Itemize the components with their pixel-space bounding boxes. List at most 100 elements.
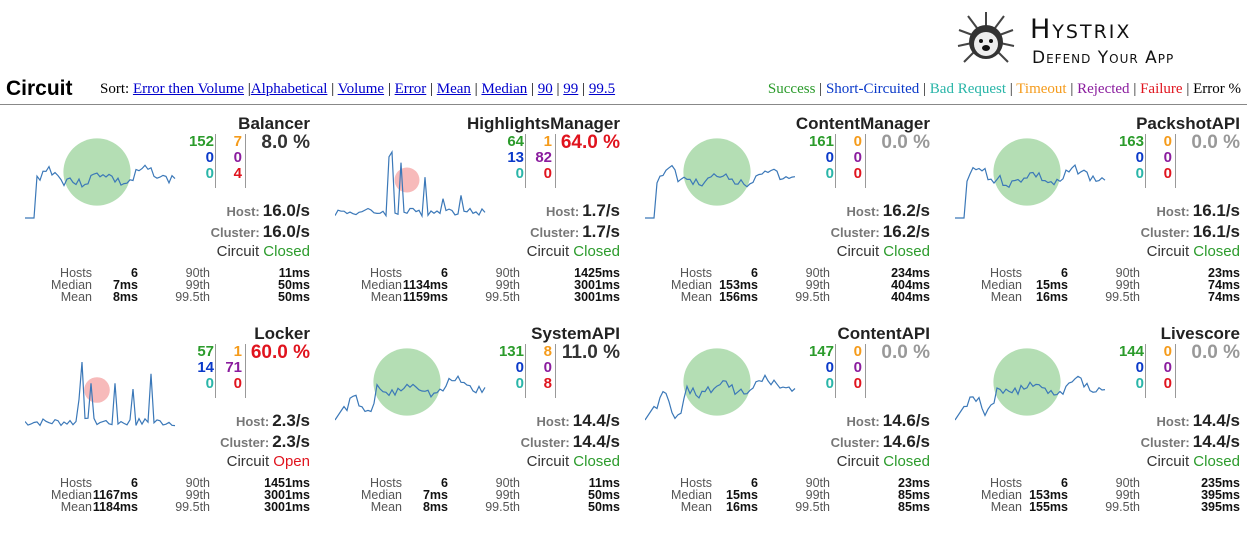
count-timeout: 7 — [233, 133, 242, 150]
cluster-rate: Cluster: 2.3/s — [220, 432, 310, 452]
sort-separator: | — [552, 81, 564, 97]
stat-label-p90: 90th — [1115, 476, 1140, 490]
stat-value-p90: 11ms — [588, 476, 620, 490]
stat-value-p90: 235ms — [1201, 476, 1240, 490]
stat-value-hosts: 6 — [131, 266, 138, 280]
stat-value-hosts: 6 — [441, 266, 448, 280]
health-volume-circle — [394, 167, 420, 193]
circuit-card-packshotapi[interactable]: PackshotAPI 163 0 0 0 0 0 0.0 % Host: 16.1/s Clust… — [955, 112, 1240, 317]
stat-label-p90: 90th — [185, 476, 210, 490]
stat-label-p99: 99th — [185, 278, 210, 292]
cluster-rate: Cluster: 16.0/s — [211, 222, 310, 242]
stat-label-p995: 99.5th — [795, 500, 830, 514]
circuit-state: Closed — [1193, 243, 1240, 260]
error-percentage: 11.0 % — [561, 342, 620, 363]
stat-value-p995: 50ms — [588, 500, 620, 514]
count-divider — [865, 344, 866, 398]
stats-column: Hosts Median Mean — [51, 267, 92, 304]
circuit-name: ContentAPI — [837, 324, 930, 343]
stat-label-hosts: Hosts — [370, 476, 402, 490]
circuit-sparkline — [25, 361, 176, 427]
sort-link-median[interactable]: Median — [481, 81, 528, 97]
circuit-status: Circuit Closed — [527, 243, 620, 260]
host-rate: Host: 2.3/s — [236, 411, 310, 431]
count-failure: 0 — [543, 165, 552, 182]
stat-label-median: Median — [671, 278, 712, 292]
stat-label-median: Median — [51, 278, 92, 292]
sort-link-mean[interactable]: Mean — [436, 81, 471, 97]
sort-link-error[interactable]: Error — [394, 81, 427, 97]
count-divider — [245, 134, 246, 188]
circuit-sparkline — [955, 348, 1106, 421]
stats-column: 1425ms 3001ms 3001ms — [574, 267, 620, 304]
sort-link-99-5[interactable]: 99.5 — [588, 81, 616, 97]
legend-separator: | — [815, 81, 826, 97]
host-rate: Host: 16.1/s — [1157, 201, 1240, 221]
stat-value-hosts: 6 — [751, 266, 758, 280]
count-bad: 0 — [1135, 165, 1144, 182]
legend-success: Success — [767, 81, 816, 97]
sort-separator: | — [470, 81, 482, 97]
count-short: 0 — [205, 149, 214, 166]
circuit-card-highlightsmanager[interactable]: HighlightsManager 64 13 0 1 82 0 64.0 % Host: 1.7… — [335, 112, 620, 317]
count-timeout: 0 — [1163, 133, 1172, 150]
circuit-card-locker[interactable]: Locker 57 14 0 1 71 0 60.0 % Host: 2.3/s Cluster: 2… — [25, 322, 310, 527]
stats-column: 6 7ms 8ms — [113, 266, 138, 304]
circuit-label: Circuit — [526, 453, 574, 470]
stat-label-p90: 90th — [495, 476, 520, 490]
count-bad: 0 — [825, 165, 834, 182]
host-label: Host: — [846, 414, 880, 429]
stat-label-p90: 90th — [805, 476, 830, 490]
page-title: Circuit — [6, 77, 73, 100]
count-short: 0 — [825, 359, 834, 376]
stats-column: 6 1167ms 1184ms — [93, 477, 138, 514]
count-success: 163 — [1118, 133, 1144, 150]
stat-label-p995: 99.5th — [175, 290, 210, 304]
stats-column: 6 15ms 16ms — [726, 476, 758, 514]
count-divider — [215, 344, 216, 398]
circuit-state: Closed — [1193, 453, 1240, 470]
stat-value-hosts: 6 — [751, 476, 758, 490]
counts-col-left: 163 0 0 — [1119, 134, 1144, 182]
circuit-card-balancer[interactable]: Balancer 152 0 0 7 0 4 8.0 % Host: 16.0/s Cluster:… — [25, 112, 310, 317]
sort-separator: | — [527, 81, 538, 97]
count-rejected: 71 — [225, 359, 242, 376]
legend-timeout: Timeout — [1016, 81, 1067, 97]
stat-value-mean: 16ms — [1036, 290, 1068, 304]
stat-label-p995: 99.5th — [485, 500, 520, 514]
circuit-card-contentmanager[interactable]: ContentManager 161 0 0 0 0 0 0.0 % Host: 16.2/s Cl… — [645, 112, 930, 317]
sort-link-99[interactable]: 99 — [563, 81, 579, 97]
circuit-card-livescore[interactable]: Livescore 144 0 0 0 0 0 0.0 % Host: 14.4/s Cluster… — [955, 322, 1240, 527]
stat-value-mean: 8ms — [422, 500, 448, 514]
count-divider — [835, 344, 836, 398]
circuit-card-contentapi[interactable]: ContentAPI 147 0 0 0 0 0 0.0 % Host: 14.6/s Cluste… — [645, 322, 930, 527]
host-rate-value: 16.2/s — [882, 201, 930, 220]
sort-link-volume[interactable]: Volume — [337, 81, 385, 97]
circuit-card-systemapi[interactable]: SystemAPI 131 0 0 8 0 8 11.0 % Host: 14.4/s Cluste… — [335, 322, 620, 527]
count-rejected: 0 — [1163, 359, 1172, 376]
stat-label-median: Median — [361, 488, 402, 502]
sort-link-90[interactable]: 90 — [537, 81, 553, 97]
circuit-status: Circuit Closed — [837, 453, 930, 470]
stat-value-median: 153ms — [719, 278, 758, 292]
circuit-status: Circuit Closed — [217, 243, 310, 260]
circuit-name: Balancer — [238, 114, 310, 133]
error-percentage: 64.0 % — [560, 132, 620, 153]
stat-value-p995: 74ms — [1208, 290, 1240, 304]
cluster-rate: Cluster: 14.4/s — [1141, 432, 1240, 452]
host-rate-value: 2.3/s — [272, 411, 310, 430]
stat-label-median: Median — [361, 278, 402, 292]
stats-column: 90th 99th 99.5th — [485, 267, 520, 304]
sort-label: Sort: — [100, 81, 133, 97]
sort-link-alphabetical[interactable]: Alphabetical — [250, 81, 328, 97]
stat-value-p995: 50ms — [278, 290, 310, 304]
header-divider — [0, 104, 1247, 105]
circuit-state: Closed — [883, 453, 930, 470]
error-percentage: 0.0 % — [881, 132, 930, 153]
stat-label-p99: 99th — [805, 278, 830, 292]
count-timeout: 0 — [853, 133, 862, 150]
circuit-sparkline — [335, 150, 486, 219]
sort-link-error-then-volume[interactable]: Error then Volume — [132, 81, 245, 97]
error-percentage: 8.0 % — [261, 132, 310, 153]
